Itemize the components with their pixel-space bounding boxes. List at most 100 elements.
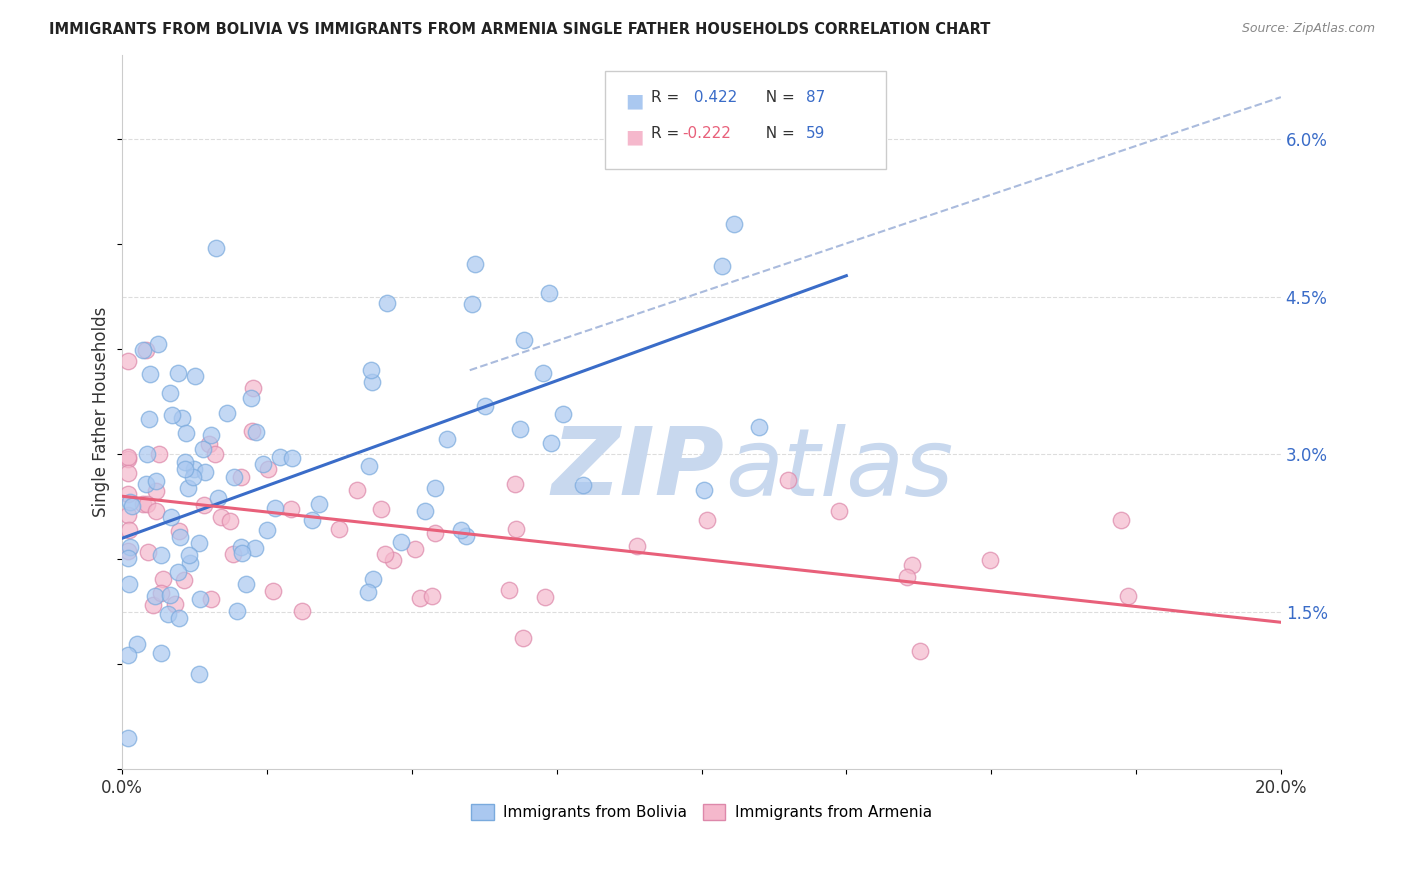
Point	[117, 544, 139, 558]
Point	[188, 536, 211, 550]
Point	[252, 458, 274, 472]
Point	[263, 500, 285, 515]
Point	[231, 470, 253, 484]
Point	[194, 466, 217, 480]
Point	[145, 504, 167, 518]
Point	[132, 343, 155, 358]
Point	[139, 367, 162, 381]
Point	[117, 353, 139, 368]
Point	[538, 286, 561, 301]
Point	[381, 552, 404, 566]
Point	[222, 547, 245, 561]
Point	[222, 470, 245, 484]
Point	[423, 526, 446, 541]
Point	[896, 570, 918, 584]
Point	[197, 436, 219, 450]
Point	[361, 375, 384, 389]
Point	[193, 499, 215, 513]
Text: -0.222: -0.222	[682, 126, 731, 141]
Text: R =: R =	[651, 90, 685, 105]
Point	[243, 541, 266, 556]
Point	[117, 551, 139, 566]
Point	[188, 666, 211, 681]
Text: R =: R =	[651, 126, 685, 141]
Point	[136, 447, 159, 461]
Point	[173, 455, 195, 469]
Point	[693, 483, 716, 498]
Point	[136, 545, 159, 559]
Point	[117, 731, 139, 745]
Point	[148, 447, 170, 461]
Point	[231, 546, 253, 560]
Point	[413, 504, 436, 518]
Point	[150, 646, 173, 660]
Point	[163, 597, 186, 611]
Point	[242, 381, 264, 395]
Point	[1116, 589, 1139, 603]
Point	[146, 337, 169, 351]
Point	[149, 548, 172, 562]
Point	[308, 497, 330, 511]
Point	[207, 491, 229, 505]
Point	[200, 427, 222, 442]
Point	[142, 598, 165, 612]
Point	[226, 604, 249, 618]
Point	[256, 462, 278, 476]
Point	[215, 406, 238, 420]
Point	[200, 591, 222, 606]
Point	[181, 469, 204, 483]
Text: ■: ■	[626, 92, 644, 111]
Point	[118, 576, 141, 591]
Point	[1109, 513, 1132, 527]
Point	[167, 524, 190, 539]
Point	[460, 297, 482, 311]
Point	[172, 411, 194, 425]
Point	[357, 585, 380, 599]
Point	[301, 513, 323, 527]
Text: IMMIGRANTS FROM BOLIVIA VS IMMIGRANTS FROM ARMENIA SINGLE FATHER HOUSEHOLDS CORR: IMMIGRANTS FROM BOLIVIA VS IMMIGRANTS FR…	[49, 22, 991, 37]
Point	[183, 462, 205, 476]
Point	[910, 644, 932, 658]
Point	[191, 442, 214, 457]
Text: 59: 59	[806, 126, 825, 141]
Point	[360, 363, 382, 377]
Point	[149, 586, 172, 600]
Point	[159, 385, 181, 400]
Point	[138, 412, 160, 426]
Point	[219, 514, 242, 528]
Point	[281, 450, 304, 465]
Point	[169, 611, 191, 625]
Point	[209, 509, 232, 524]
Point	[118, 540, 141, 554]
Point	[626, 539, 648, 553]
Point	[572, 478, 595, 492]
Point	[166, 565, 188, 579]
Point	[374, 547, 396, 561]
Point	[291, 604, 314, 618]
Point	[901, 558, 924, 573]
Text: atlas: atlas	[724, 424, 953, 515]
Point	[156, 607, 179, 622]
Point	[328, 522, 350, 536]
Point	[167, 367, 190, 381]
Point	[117, 450, 139, 464]
Text: 0.422: 0.422	[689, 90, 737, 105]
Point	[117, 467, 139, 481]
Point	[121, 500, 143, 514]
Point	[389, 534, 412, 549]
Point	[229, 540, 252, 554]
Point	[125, 637, 148, 651]
Point	[169, 530, 191, 544]
Point	[143, 589, 166, 603]
Point	[696, 513, 718, 527]
Text: N =: N =	[756, 90, 800, 105]
Point	[117, 451, 139, 466]
Point	[256, 523, 278, 537]
Point	[979, 553, 1001, 567]
Point	[409, 591, 432, 605]
Point	[404, 542, 426, 557]
Point	[135, 343, 157, 357]
Point	[509, 422, 531, 436]
Point	[177, 481, 200, 495]
Point	[240, 391, 263, 405]
